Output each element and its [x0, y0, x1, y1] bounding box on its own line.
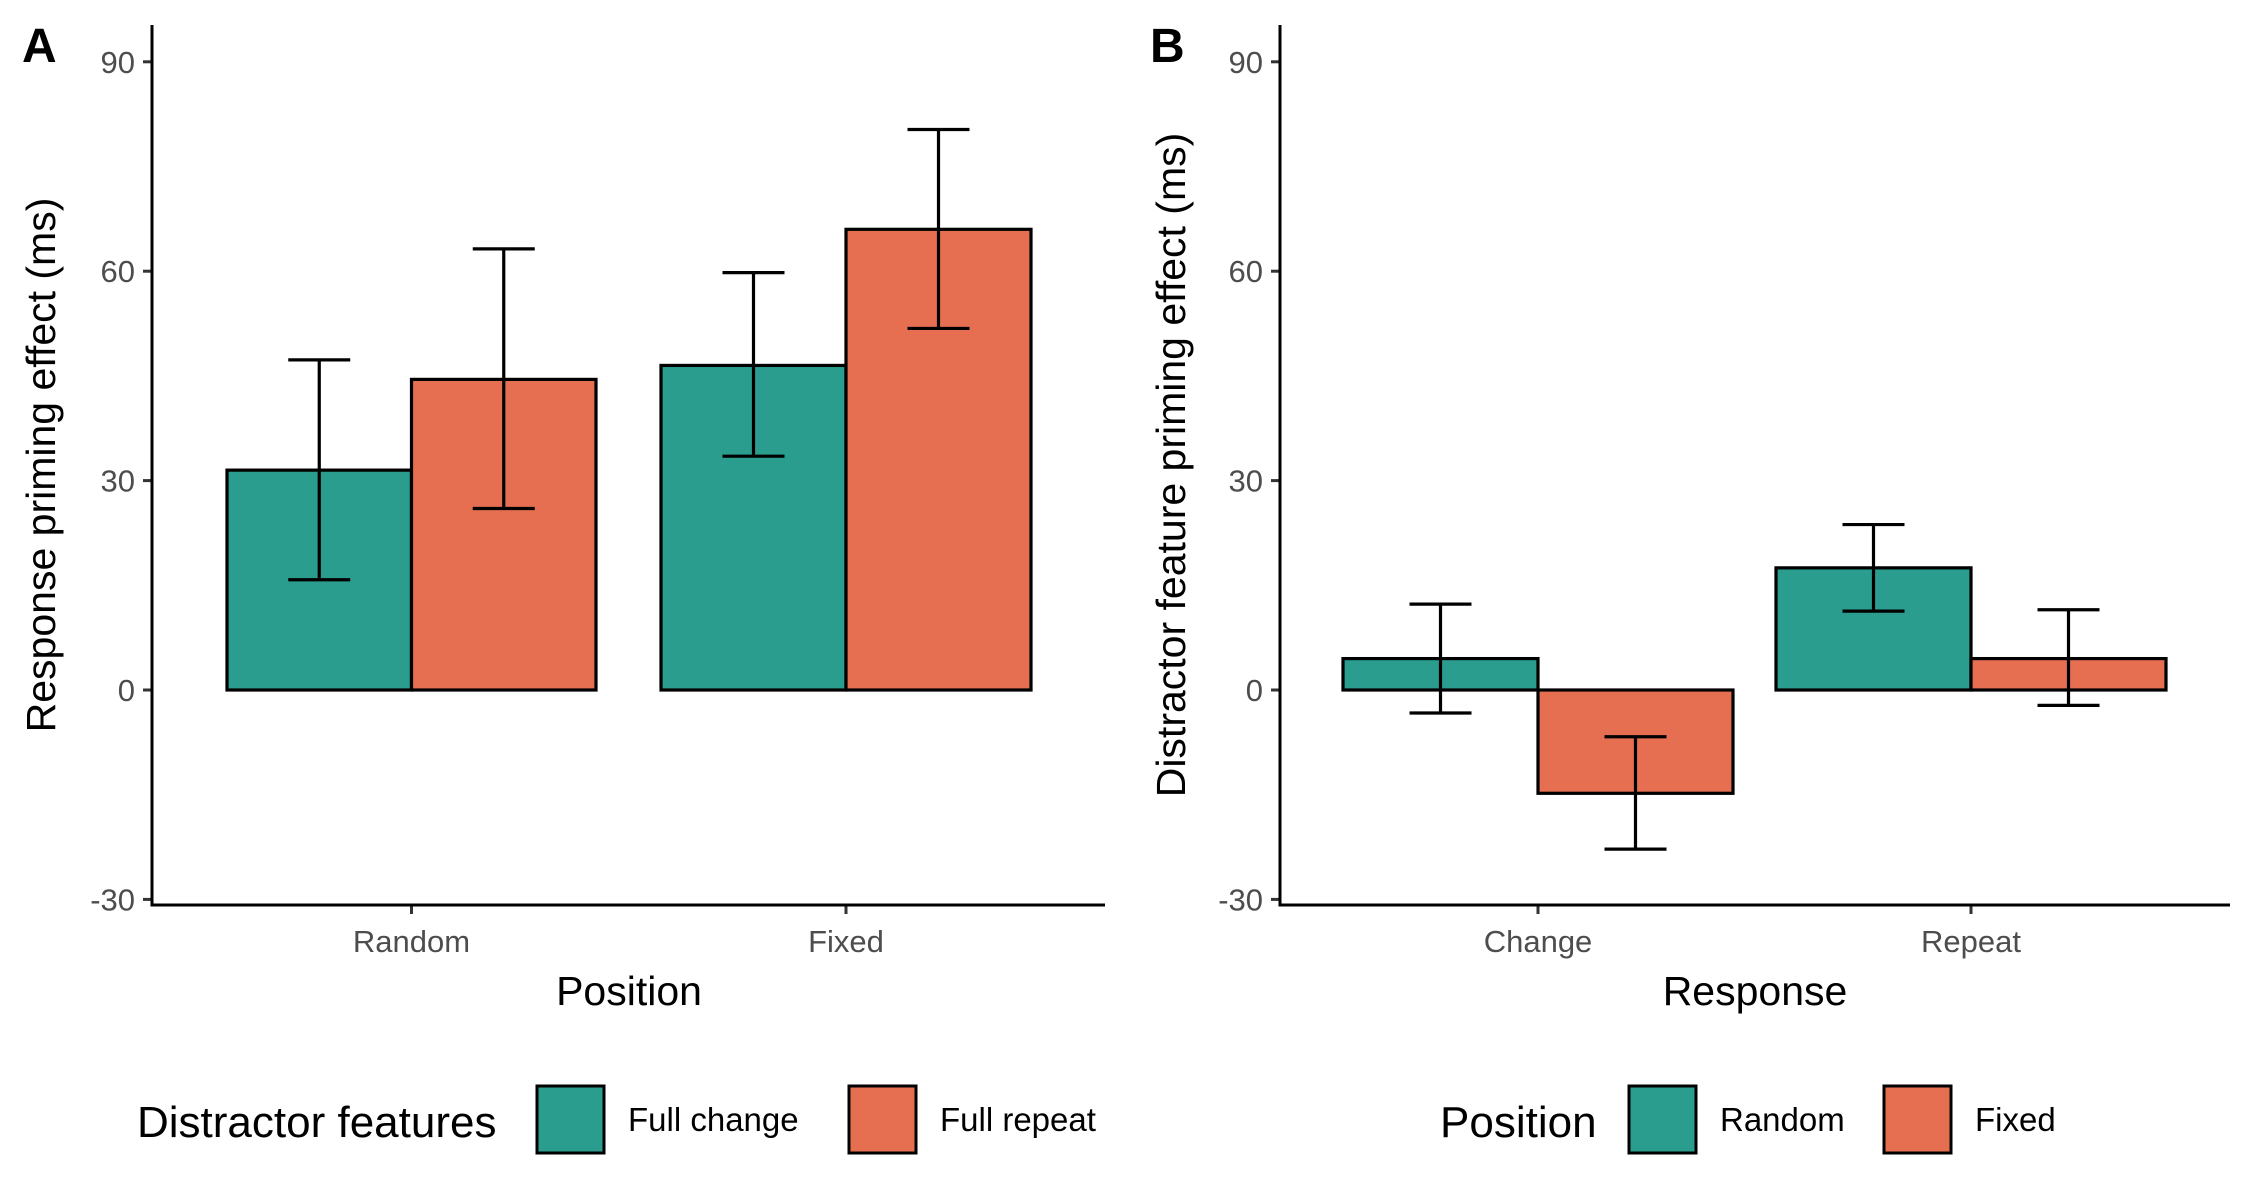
- panel-b-legend-title: Position: [1440, 1098, 1597, 1147]
- panel-b-legend: Position Random Fixed: [1440, 1084, 2056, 1155]
- legend-label-full-repeat: Full repeat: [940, 1101, 1096, 1138]
- panel-b-error-bar: [1842, 522, 1905, 613]
- panel-a-y-tick-label: 60: [101, 254, 135, 289]
- panel-a-y-tick-label: 0: [118, 673, 135, 708]
- panel-a-plot-area: -30 0 30 60 90 Random Fixed: [90, 25, 1105, 959]
- panel-a-legend-title: Distractor features: [137, 1098, 496, 1147]
- panel-b-label: B: [1150, 20, 1185, 73]
- panel-b-y-tick-label: 60: [1229, 254, 1263, 289]
- legend-key-full-repeat: [847, 1084, 918, 1155]
- panel-a-y-tick-label: -30: [90, 882, 135, 917]
- panel-b: B Distractor feature priming effect (ms)…: [1148, 20, 2230, 1155]
- legend-key-full-change: [535, 1084, 606, 1155]
- panel-b-y-axis-title: Distractor feature priming effect (ms): [1148, 133, 1194, 798]
- panel-b-y-tick-label: 0: [1246, 673, 1263, 708]
- legend-label-random: Random: [1720, 1101, 1845, 1138]
- panel-a-y-axis-title: Response priming effect (ms): [18, 198, 64, 733]
- panel-a-error-bar: [472, 247, 535, 511]
- legend-key-random: [1627, 1084, 1698, 1155]
- panel-b-y-tick-label: 90: [1229, 45, 1263, 80]
- panel-b-x-tick-label: Repeat: [1921, 924, 2021, 959]
- panel-b-y-tick-label: 30: [1229, 464, 1263, 499]
- panel-b-error-bar: [2037, 608, 2100, 707]
- panel-b-error-bar: [1604, 735, 1667, 851]
- legend-key-fixed: [1882, 1084, 1953, 1155]
- panel-a-y-tick-label: 90: [101, 45, 135, 80]
- panel-a-x-axis-title: Position: [556, 968, 702, 1014]
- panel-a: A Response priming effect (ms) Position …: [18, 20, 1105, 1155]
- panel-b-y-tick-label: -30: [1218, 882, 1263, 917]
- panel-b-x-axis-title: Response: [1663, 968, 1848, 1014]
- legend-label-fixed: Fixed: [1975, 1101, 2056, 1138]
- legend-label-full-change: Full change: [628, 1101, 799, 1138]
- panel-a-y-tick-label: 30: [101, 464, 135, 499]
- panel-a-error-bar: [907, 127, 970, 331]
- panel-a-label: A: [22, 20, 57, 73]
- panel-b-plot-area: -30 0 30 60 90 Change Repeat: [1218, 25, 2230, 959]
- panel-a-x-tick-label: Random: [353, 924, 470, 959]
- panel-a-error-bar: [288, 358, 351, 582]
- panel-b-x-tick-label: Change: [1484, 924, 1593, 959]
- panel-a-legend: Distractor features Full change Full rep…: [137, 1084, 1096, 1155]
- panel-a-x-tick-label: Fixed: [808, 924, 884, 959]
- panel-a-error-bar: [722, 270, 785, 458]
- panel-b-error-bar: [1409, 602, 1472, 715]
